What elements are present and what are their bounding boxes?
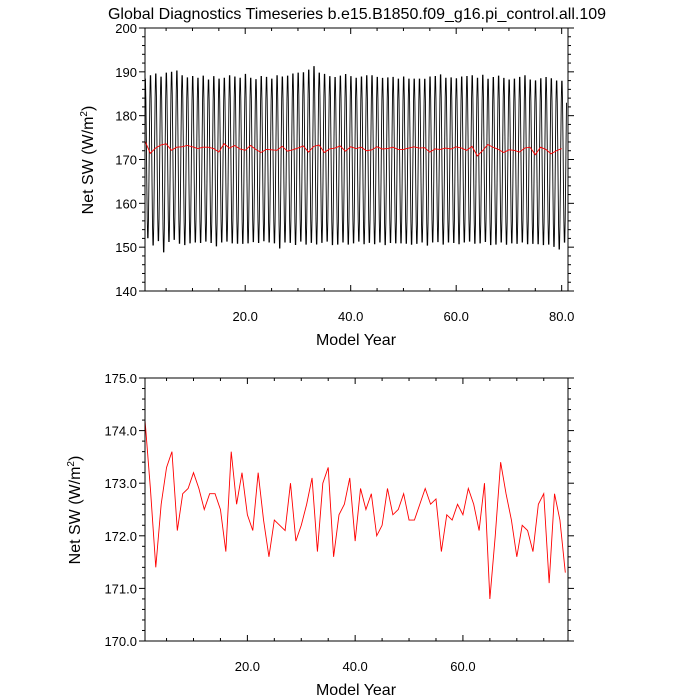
annual-mean-line bbox=[144, 140, 562, 157]
y-tick-label: 200 bbox=[115, 21, 137, 36]
bottom-panel: 20.0 40.0 60.0 170.0 171.0 172.0 173.0 174.0 175… bbox=[66, 371, 574, 699]
axis-ticks: 20.0 40.0 60.0 80.0 140 150 160 170 180 190 200 bbox=[115, 21, 574, 324]
plot-frame bbox=[144, 377, 569, 642]
x-tick-label: 40.0 bbox=[338, 309, 363, 324]
x-tick-label: 20.0 bbox=[235, 659, 260, 674]
y-axis-label: Net SW (W/m2) bbox=[66, 456, 84, 565]
annual-mean-series bbox=[144, 420, 566, 599]
monthly-line bbox=[144, 66, 567, 253]
x-tick-label: 80.0 bbox=[549, 309, 574, 324]
y-tick-label: 150 bbox=[115, 240, 137, 255]
y-tick-label: 173.0 bbox=[104, 476, 137, 491]
y-tick-label: 172.0 bbox=[104, 529, 137, 544]
x-axis-label: Model Year bbox=[316, 332, 397, 349]
y-tick-label: 160 bbox=[115, 196, 137, 211]
y-tick-label: 140 bbox=[115, 284, 137, 299]
y-tick-label: 190 bbox=[115, 65, 137, 80]
y-tick-label: 175.0 bbox=[104, 371, 137, 386]
y-tick-label: 170 bbox=[115, 153, 137, 168]
annual-mean-series bbox=[144, 140, 562, 157]
axis-ticks: 20.0 40.0 60.0 170.0 171.0 172.0 173.0 174.0 175… bbox=[104, 371, 574, 674]
x-tick-label: 60.0 bbox=[450, 659, 475, 674]
annual-mean-line bbox=[144, 420, 566, 599]
y-tick-label: 174.0 bbox=[104, 424, 137, 439]
y-tick-label: 180 bbox=[115, 109, 137, 124]
chart-title: Global Diagnostics Timeseries b.e15.B185… bbox=[108, 6, 606, 23]
x-axis-label: Model Year bbox=[316, 682, 397, 699]
y-tick-label: 171.0 bbox=[104, 581, 137, 596]
x-tick-label: 20.0 bbox=[233, 309, 258, 324]
y-axis-label: Net SW (W/m2) bbox=[79, 106, 97, 215]
monthly-series bbox=[144, 66, 567, 253]
top-panel: Global Diagnostics Timeseries b.e15.B185… bbox=[79, 6, 606, 349]
x-tick-label: 60.0 bbox=[444, 309, 469, 324]
plot-frame bbox=[144, 27, 569, 292]
y-tick-label: 170.0 bbox=[104, 634, 137, 649]
x-tick-label: 40.0 bbox=[342, 659, 367, 674]
